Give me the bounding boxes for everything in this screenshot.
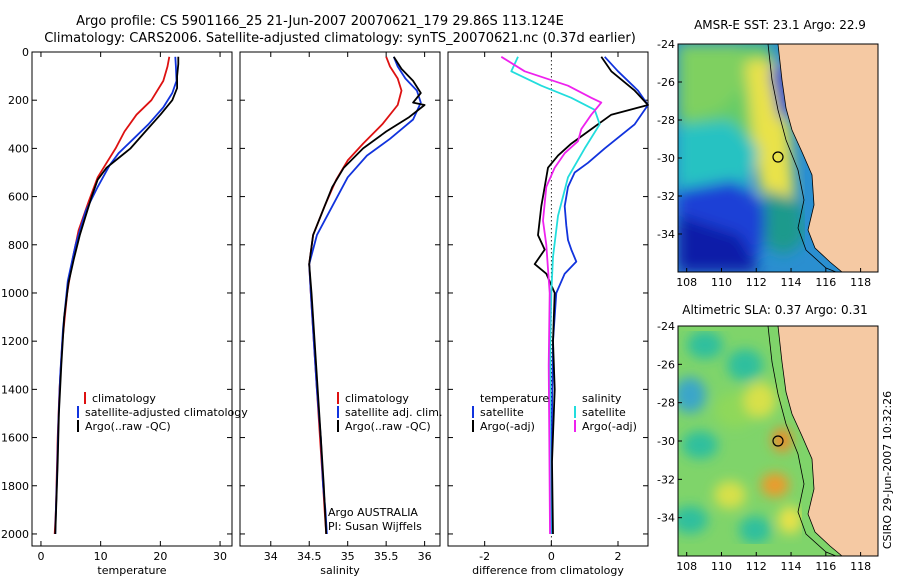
map-y-tick-label: -30 — [657, 152, 675, 165]
y-tick-label: 1800 — [1, 480, 29, 493]
y-tick-label: 1200 — [1, 335, 29, 348]
sla-field-blobs — [678, 331, 802, 544]
figure-title-line2: Climatology: CARS2006. Satellite-adjuste… — [44, 31, 636, 46]
legend-label-sal-satellite: satellite — [582, 406, 626, 419]
map-x-tick-label: 114 — [781, 560, 802, 573]
x-tick-label: 10 — [94, 550, 108, 563]
sst-argo-marker — [772, 151, 784, 163]
x-tick-label: 30 — [213, 550, 227, 563]
series-line-satellite-adj-clim — [308, 56, 422, 535]
map-x-tick-label: 110 — [711, 276, 732, 289]
y-tick-label: 1600 — [1, 432, 29, 445]
series-line-salinity-argo-adj — [500, 56, 603, 535]
legend-label-temp-satellite: satellite — [480, 406, 524, 419]
y-tick-label: 2000 — [1, 528, 29, 541]
x-tick-label: 35 — [341, 550, 355, 563]
legend-heading-salinity: salinity — [582, 392, 622, 405]
legend-label-satellite-adjusted: satellite-adjusted climatology — [85, 406, 248, 419]
x-tick-label: -2 — [479, 550, 490, 563]
y-tick-label: 1000 — [1, 287, 29, 300]
temperature-panel: 0 10 20 30 0 200 400 600 800 1000 1200 1400 1600 1800… — [1, 46, 233, 577]
map-x-tick-label: 118 — [850, 276, 871, 289]
sla-map-title: Altimetric SLA: 0.37 Argo: 0.31 — [682, 303, 867, 317]
side-timestamp: CSIRO 29-Jun-2007 10:32:26 — [881, 391, 894, 549]
series-line-climatology — [53, 56, 171, 535]
map-x-tick-label: 116 — [815, 276, 836, 289]
y-tick-label: 400 — [8, 142, 29, 155]
x-tick-label: 20 — [153, 550, 167, 563]
plot-frame — [447, 51, 649, 547]
map-y-tick-label: -24 — [657, 320, 675, 333]
x-tick-label: 35.5 — [374, 550, 399, 563]
series-line-temperature-satellite — [550, 56, 649, 535]
plot-frame — [239, 51, 441, 547]
series-line-argo-raw-qc — [54, 56, 180, 535]
x-axis-label: difference from climatology — [472, 564, 624, 577]
shelf-contour — [767, 43, 837, 273]
map-x-tick-label: 112 — [746, 276, 767, 289]
map-y-tick-label: -34 — [657, 228, 675, 241]
sla-argo-marker — [772, 435, 784, 447]
annotation-argo-australia: Argo AUSTRALIA — [328, 506, 418, 519]
salinity-panel: 34 34.5 35 35.5 36 salinity — [239, 51, 441, 577]
shelf-contour — [767, 325, 837, 557]
x-axis-label: temperature — [97, 564, 166, 577]
x-axis-label: salinity — [320, 564, 360, 577]
x-tick-label: 34 — [264, 550, 278, 563]
map-x-tick-label: 110 — [711, 560, 732, 573]
map-y-tick-label: -26 — [657, 358, 675, 371]
legend-label-sal-argo: Argo(-adj) — [582, 420, 637, 433]
legend-label-argo: Argo(..raw -QC) — [345, 420, 431, 433]
sst-map-title: AMSR-E SST: 23.1 Argo: 22.9 — [694, 18, 866, 32]
sst-map — [678, 44, 878, 272]
legend-label-temp-argo: Argo(-adj) — [480, 420, 535, 433]
map-x-tick-label: 112 — [746, 560, 767, 573]
x-tick-label: 2 — [615, 550, 622, 563]
map-y-tick-label: -28 — [657, 397, 675, 410]
legend-label-climatology: climatology — [92, 392, 156, 405]
temperature-legend: climatology satellite-adjusted climatolo… — [77, 392, 248, 433]
series-line-argo-raw-qc — [308, 56, 426, 535]
x-tick-label: 36 — [418, 550, 432, 563]
map-y-tick-label: -32 — [657, 473, 675, 486]
map-y-tick-label: -30 — [657, 435, 675, 448]
series-line-salinity-satellite — [510, 56, 601, 535]
legend-heading-temperature: temperature — [480, 392, 549, 405]
y-tick-label: 200 — [8, 94, 29, 107]
map-y-tick-label: -32 — [657, 190, 675, 203]
y-tick-label: 600 — [8, 191, 29, 204]
map-x-tick-label: 118 — [850, 560, 871, 573]
sla-map-axes: 108 110 112 114 116 118 -24 -26 -28 -30 -32 -34 — [657, 320, 871, 573]
legend-label-satellite-adj: satellite adj. clim. — [345, 406, 442, 419]
legend-label-argo: Argo(..raw -QC) — [85, 420, 171, 433]
x-tick-label: 34.5 — [297, 550, 322, 563]
map-y-tick-label: -24 — [657, 38, 675, 51]
salinity-legend: climatology satellite adj. clim. Argo(..… — [328, 392, 442, 533]
legend-label-climatology: climatology — [345, 392, 409, 405]
x-tick-label: 0 — [548, 550, 555, 563]
map-x-tick-label: 108 — [676, 276, 697, 289]
difference-legend: temperature satellite Argo(-adj) salinit… — [472, 392, 637, 433]
map-y-tick-label: -26 — [657, 76, 675, 89]
map-y-tick-label: -34 — [657, 512, 675, 525]
y-tick-label: 800 — [8, 239, 29, 252]
sst-field-blobs — [678, 44, 805, 272]
annotation-pi: PI: Susan Wijffels — [328, 520, 422, 533]
series-line-temperature-argo-adj — [533, 56, 649, 535]
map-x-tick-label: 116 — [815, 560, 836, 573]
sst-map-axes: 108 110 112 114 116 118 -24 -26 -28 -30 -32 -34 — [657, 38, 871, 289]
map-x-tick-label: 108 — [676, 560, 697, 573]
x-tick-label: 0 — [37, 550, 44, 563]
figure-title-line1: Argo profile: CS 5901166_25 21-Jun-2007 … — [76, 14, 564, 29]
y-tick-label: 0 — [22, 46, 29, 59]
series-line-satellite-adjusted-climatology — [54, 56, 178, 535]
y-tick-label: 1400 — [1, 383, 29, 396]
map-x-tick-label: 114 — [781, 276, 802, 289]
map-y-tick-label: -28 — [657, 114, 675, 127]
plot-frame — [31, 51, 233, 547]
